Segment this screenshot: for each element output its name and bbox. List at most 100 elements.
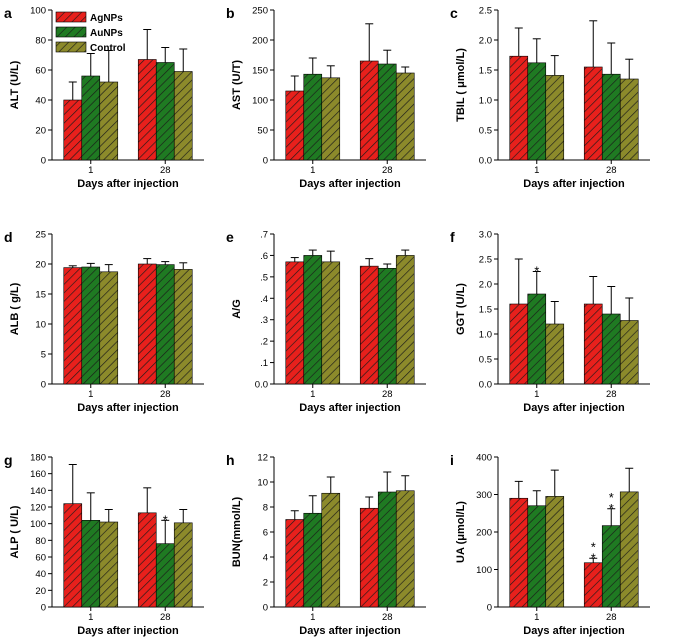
bar-AuNPs-day-28 xyxy=(601,313,621,385)
y-axis-title: GGT (U/L) xyxy=(455,283,467,335)
bar-AuNPs-day-1 xyxy=(527,62,547,161)
y-tick-label: 25 xyxy=(35,230,46,241)
x-tick-label: 28 xyxy=(606,612,617,623)
y-tick-label: 6 xyxy=(263,528,268,539)
y-tick-label: 0.0 xyxy=(255,380,268,391)
y-tick-label: 12 xyxy=(257,453,268,464)
y-tick-label: .5 xyxy=(260,272,268,283)
x-axis-title: Days after injection xyxy=(299,625,401,637)
x-tick-label: 1 xyxy=(88,612,93,623)
bar-AgNPs-day-1 xyxy=(285,261,305,385)
x-axis-title: Days after injection xyxy=(523,402,625,414)
bar-AuNPs-day-1 xyxy=(81,520,101,608)
bar-AgNPs-day-28 xyxy=(359,507,379,608)
panel-b: b 0 50 100 150 200 250 AST (U/T) 1 28 Days after i… xyxy=(226,5,426,190)
y-axis-title: ALP ( U/L) xyxy=(9,505,21,558)
panel-letter: h xyxy=(226,452,235,468)
bar-AgNPs-day-1 xyxy=(509,55,529,161)
bar-AuNPs-day-28 xyxy=(155,543,175,608)
significance-marker: * xyxy=(609,501,614,516)
bar-AuNPs-day-28 xyxy=(155,264,175,385)
panel-letter: i xyxy=(450,452,454,468)
x-tick-label: 1 xyxy=(534,389,539,400)
significance-marker: * xyxy=(163,512,168,527)
x-tick-label: 1 xyxy=(88,165,93,176)
bar-Control-day-28 xyxy=(173,269,193,385)
x-axis-title: Days after injection xyxy=(523,625,625,637)
panel-d: d 0 5 10 15 20 25 ALB ( g/L) 1 28 Days after injec… xyxy=(4,229,204,414)
y-tick-label: 120 xyxy=(30,503,46,514)
y-tick-label: 10 xyxy=(35,320,46,331)
y-tick-label: 80 xyxy=(35,536,46,547)
x-axis-title: Days after injection xyxy=(77,402,179,414)
x-tick-label: 1 xyxy=(534,165,539,176)
x-axis-title: Days after injection xyxy=(77,178,179,190)
panel-a: a 0 20 40 60 80 100 ALT (U/L) 1 28 Days after inje… xyxy=(4,5,204,190)
y-tick-label: 2.5 xyxy=(479,6,492,17)
bar-Control-day-28 xyxy=(619,320,639,385)
legend-swatch-AgNPs xyxy=(55,11,87,23)
bar-AgNPs-day-28 xyxy=(137,59,157,161)
y-tick-label: 8 xyxy=(263,503,268,514)
bar-Control-day-1 xyxy=(545,496,565,608)
bar-AgNPs-day-28 xyxy=(583,303,603,385)
y-tick-label: .3 xyxy=(260,315,268,326)
y-tick-label: 20 xyxy=(35,586,46,597)
bar-Control-day-1 xyxy=(99,81,119,161)
y-tick-label: .1 xyxy=(260,358,268,369)
bar-AgNPs-day-28 xyxy=(583,562,603,608)
y-tick-label: 40 xyxy=(35,569,46,580)
y-tick-label: 60 xyxy=(35,553,46,564)
y-tick-label: 0 xyxy=(263,156,268,167)
y-tick-label: 200 xyxy=(476,528,492,539)
significance-marker: * xyxy=(534,264,539,279)
bar-AgNPs-day-1 xyxy=(285,519,305,608)
y-tick-label: 50 xyxy=(257,126,268,137)
panel-letter: g xyxy=(4,452,13,468)
panel-e: e 0.0 .1 .2 .3 .4 .5 .6 .7 A/G 1 28 Days after injec… xyxy=(226,229,426,414)
y-tick-label: 100 xyxy=(476,565,492,576)
y-tick-label: 2.0 xyxy=(479,280,492,291)
y-tick-label: 400 xyxy=(476,453,492,464)
significance-marker: * xyxy=(591,550,596,565)
panel-letter: b xyxy=(226,5,235,21)
y-axis-title: ALB ( g/L) xyxy=(9,282,21,335)
y-tick-label: 100 xyxy=(252,96,268,107)
y-tick-label: 100 xyxy=(30,519,46,530)
y-tick-label: 1.5 xyxy=(479,305,492,316)
bar-AuNPs-day-1 xyxy=(527,293,547,385)
bar-Control-day-28 xyxy=(619,78,639,161)
y-tick-label: 3.0 xyxy=(479,230,492,241)
bar-AgNPs-day-1 xyxy=(63,267,83,385)
bar-Control-day-1 xyxy=(321,261,341,385)
legend-swatch-Control xyxy=(55,41,87,53)
y-tick-label: 180 xyxy=(30,453,46,464)
x-axis-title: Days after injection xyxy=(299,402,401,414)
bar-Control-day-1 xyxy=(545,323,565,385)
y-tick-label: 5 xyxy=(41,350,46,361)
x-tick-label: 28 xyxy=(160,389,171,400)
x-tick-label: 1 xyxy=(88,389,93,400)
y-tick-label: 200 xyxy=(252,36,268,47)
significance-marker: * xyxy=(591,539,596,554)
y-tick-label: 80 xyxy=(35,36,46,47)
y-tick-label: 2.0 xyxy=(479,36,492,47)
bar-AuNPs-day-28 xyxy=(155,62,175,161)
bar-AuNPs-day-1 xyxy=(527,505,547,608)
y-tick-label: 0 xyxy=(487,603,492,614)
y-tick-label: 140 xyxy=(30,486,46,497)
y-tick-label: 0.0 xyxy=(479,156,492,167)
y-tick-label: .6 xyxy=(260,251,268,262)
y-axis-title: TBIL ( μmol/L) xyxy=(455,48,467,122)
y-tick-label: 0 xyxy=(263,603,268,614)
panel-letter: f xyxy=(450,229,455,245)
y-axis-title: AST (U/T) xyxy=(231,60,243,110)
bar-Control-day-28 xyxy=(395,72,415,161)
y-tick-label: 20 xyxy=(35,126,46,137)
bar-Control-day-1 xyxy=(99,271,119,385)
panel-c: c 0.0 0.5 1.0 1.5 2.0 2.5 TBIL ( μmol/L) 1 28 Days… xyxy=(450,5,650,190)
bar-AgNPs-day-1 xyxy=(509,303,529,385)
x-tick-label: 28 xyxy=(382,612,393,623)
bar-AuNPs-day-28 xyxy=(601,73,621,161)
